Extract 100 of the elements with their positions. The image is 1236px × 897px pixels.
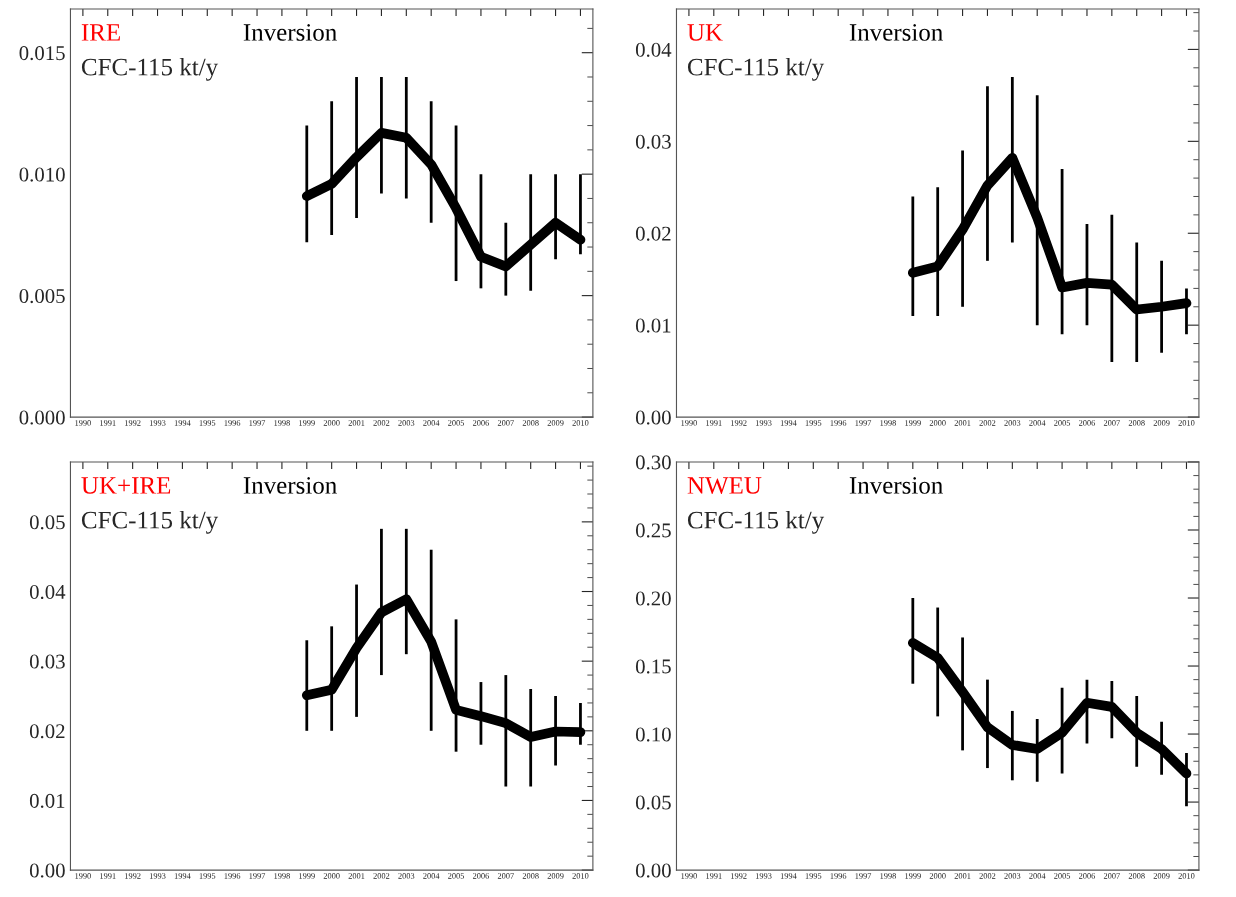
chart-subtitle: Inversion: [243, 477, 337, 494]
y-tick-label: 0.05: [635, 795, 671, 810]
y-tick-label: 0.010: [19, 167, 65, 182]
chart-title: UK+IRE: [81, 477, 171, 494]
x-tick-label: 2003: [398, 420, 415, 426]
x-tick-label: 1994: [780, 873, 797, 879]
y-tick-label: 0.00: [29, 863, 65, 878]
y-tick-label: 0.04: [635, 42, 672, 57]
x-tick-label: 2010: [572, 420, 589, 426]
x-tick-label: 2006: [472, 420, 490, 426]
x-tick-label: 2009: [547, 873, 564, 879]
x-tick-label: 2003: [1004, 420, 1021, 426]
x-tick-label: 2008: [522, 420, 539, 426]
x-tick-label: 2006: [1079, 420, 1096, 426]
x-tick-label: 2001: [348, 873, 365, 879]
x-tick-label: 2001: [954, 420, 971, 426]
x-tick-label: 1995: [805, 420, 822, 426]
y-tick-label: 0.04: [29, 584, 66, 600]
chart-subtitle: Inversion: [243, 24, 337, 41]
chart-subtitle: Inversion: [849, 477, 943, 494]
x-tick-label: 1998: [274, 420, 290, 426]
x-tick-label: 2005: [1054, 420, 1071, 426]
x-tick-label: 1997: [249, 873, 266, 879]
x-tick-label: 1996: [224, 420, 241, 426]
y-tick-label: 0.03: [635, 134, 671, 149]
y-tick-label: 0.02: [29, 724, 65, 739]
x-tick-label: 1994: [174, 420, 191, 426]
x-tick-label: 2004: [1029, 420, 1046, 426]
chart-title: IRE: [81, 24, 120, 41]
x-tick-label: 2002: [979, 420, 996, 426]
x-tick-label: 1993: [149, 873, 166, 879]
x-tick-label: 2007: [497, 873, 514, 879]
x-tick-label: 2002: [373, 420, 390, 426]
x-tick-label: 2005: [1054, 873, 1071, 879]
x-tick-label: 2000: [929, 873, 946, 879]
x-tick-label: 1998: [880, 420, 896, 426]
y-tick-label: 0.005: [19, 289, 65, 304]
y-tick-label: 0.02: [635, 226, 671, 241]
x-tick-label: 1991: [706, 873, 722, 879]
x-tick-label: 2006: [1079, 873, 1096, 879]
y-tick-label: 0.30: [635, 455, 671, 470]
x-tick-label: 1992: [125, 873, 141, 879]
annotation: CFC-115 kt/y: [687, 57, 825, 81]
x-tick-label: 1990: [681, 873, 697, 879]
x-tick-label: 1998: [274, 873, 290, 879]
x-tick-label: 1997: [855, 873, 872, 879]
x-tick-label: 2002: [979, 873, 996, 879]
x-tick-label: 1999: [905, 873, 921, 879]
y-tick-label: 0.25: [635, 523, 671, 538]
x-tick-label: 1991: [100, 420, 116, 426]
chart-subtitle: Inversion: [849, 24, 943, 41]
x-tick-label: 1997: [855, 420, 872, 426]
x-tick-label: 2008: [1128, 873, 1145, 879]
x-tick-label: 1990: [681, 420, 697, 426]
annotation: CFC-115 kt/y: [81, 510, 219, 534]
x-tick-label: 1995: [199, 873, 216, 879]
x-tick-label: 2009: [1153, 420, 1170, 426]
y-tick-label: 0.01: [29, 793, 65, 808]
x-tick-label: 1992: [731, 420, 747, 426]
x-tick-label: 1996: [830, 420, 847, 426]
x-tick-label: 1995: [199, 420, 216, 426]
y-tick-label: 0.000: [19, 410, 65, 425]
y-tick-label: 0.00: [635, 410, 671, 425]
y-tick-label: 0.10: [635, 727, 671, 742]
x-tick-label: 2005: [448, 420, 465, 426]
y-tick-label: 0.00: [635, 863, 671, 878]
x-tick-label: 1999: [299, 420, 315, 426]
x-tick-label: 1990: [75, 873, 91, 879]
x-tick-label: 2009: [1153, 873, 1170, 879]
x-tick-label: 2010: [1178, 873, 1195, 879]
x-tick-label: 1997: [249, 420, 266, 426]
x-tick-label: 1996: [224, 873, 241, 879]
x-tick-label: 1991: [100, 873, 116, 879]
x-tick-label: 2000: [323, 420, 340, 426]
x-tick-label: 1993: [755, 873, 772, 879]
x-tick-label: 1998: [880, 873, 896, 879]
x-tick-label: 2000: [929, 420, 946, 426]
y-tick-label: 0.01: [635, 318, 671, 333]
y-tick-label: 0.05: [29, 515, 65, 530]
y-tick-label: 0.015: [19, 46, 65, 61]
x-tick-label: 2001: [348, 420, 365, 426]
x-tick-label: 1993: [149, 420, 166, 426]
y-tick-label: 0.03: [29, 654, 65, 669]
chart-title: NWEU: [687, 477, 762, 494]
x-tick-label: 1992: [125, 420, 141, 426]
x-tick-label: 2006: [472, 873, 490, 879]
x-tick-label: 2008: [1128, 420, 1145, 426]
x-tick-label: 2004: [423, 873, 440, 879]
y-tick-label: 0.15: [635, 659, 671, 674]
x-tick-label: 2003: [398, 873, 415, 879]
x-tick-label: 1994: [174, 873, 191, 879]
x-tick-label: 2007: [497, 420, 514, 426]
x-tick-label: 2010: [1178, 420, 1195, 426]
x-tick-label: 2004: [423, 420, 440, 426]
x-tick-label: 2004: [1029, 873, 1046, 879]
annotation: CFC-115 kt/y: [81, 57, 219, 81]
x-tick-label: 2000: [323, 873, 340, 879]
y-tick-label: 0.20: [635, 591, 671, 606]
x-tick-label: 1992: [731, 873, 747, 879]
x-tick-label: 2007: [1103, 873, 1120, 879]
